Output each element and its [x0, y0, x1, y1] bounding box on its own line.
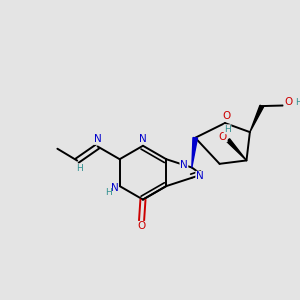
Text: H: H — [224, 125, 231, 134]
Text: N: N — [111, 182, 119, 193]
Text: H: H — [295, 98, 300, 106]
Text: O: O — [219, 132, 227, 142]
Text: H: H — [105, 188, 112, 197]
Text: O: O — [284, 97, 292, 107]
Text: O: O — [137, 221, 146, 231]
Polygon shape — [192, 137, 197, 167]
Polygon shape — [250, 105, 264, 132]
Text: N: N — [196, 171, 204, 182]
Text: N: N — [180, 160, 188, 170]
Text: H: H — [76, 164, 83, 173]
Polygon shape — [226, 139, 247, 160]
Text: O: O — [222, 111, 230, 121]
Text: N: N — [94, 134, 102, 144]
Text: N: N — [139, 134, 147, 144]
